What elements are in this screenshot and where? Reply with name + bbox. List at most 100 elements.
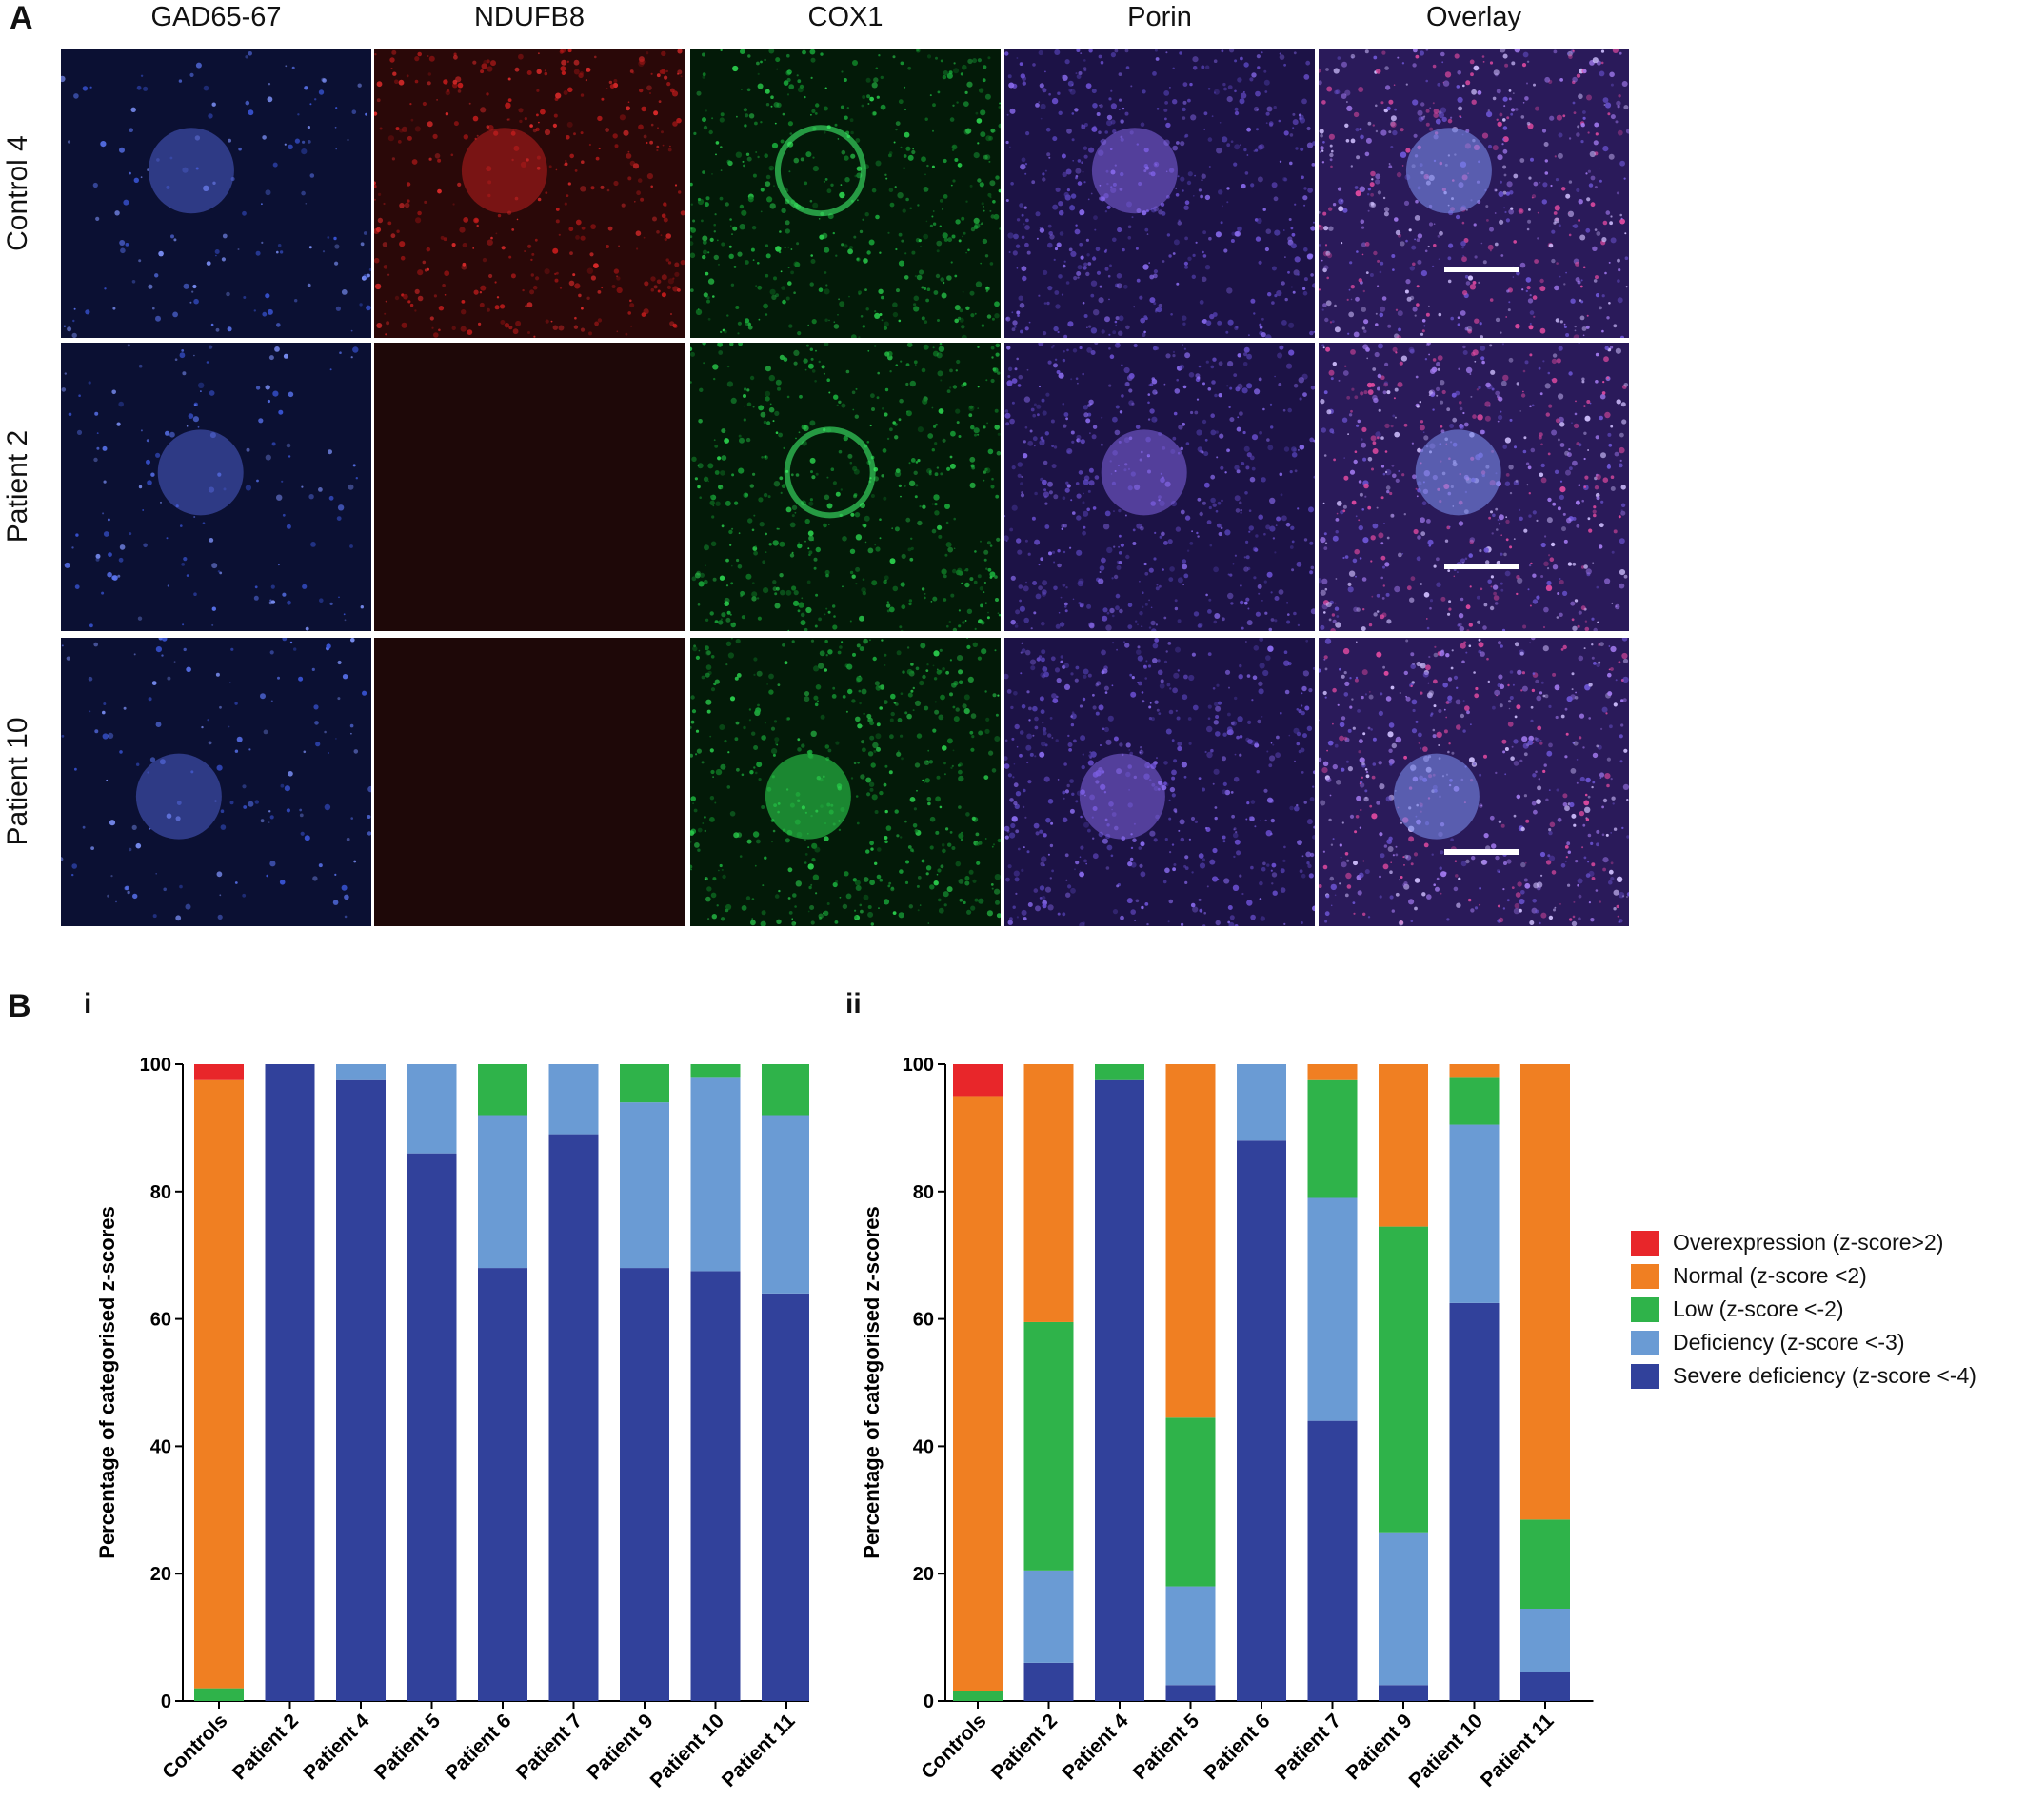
bar-segment — [620, 1064, 669, 1103]
bar-segment — [1023, 1321, 1074, 1571]
micrograph-control-4-gad65-67 — [61, 49, 371, 338]
bar-segment — [762, 1115, 809, 1294]
column-header-gad65-67: GAD65-67 — [150, 2, 282, 32]
bar-segment — [407, 1064, 457, 1154]
bar-segment — [953, 1691, 1003, 1701]
bar-segment — [953, 1064, 1003, 1097]
y-axis-label: Percentage of categorised z-scores — [95, 1206, 119, 1558]
micrograph-control-4-overlay — [1319, 49, 1629, 338]
y-tick-label: 60 — [913, 1310, 934, 1331]
bar-segment — [1237, 1064, 1286, 1141]
bar-segment — [620, 1102, 669, 1269]
bar-segment — [194, 1688, 244, 1701]
x-tick-label: Patient 2 — [228, 1710, 303, 1784]
y-tick-label: 100 — [903, 1055, 934, 1076]
chart-ii-label: ii — [845, 988, 862, 1019]
x-tick-label: Patient 5 — [370, 1710, 445, 1784]
micrograph-patient-2-cox1 — [690, 343, 1001, 631]
y-axis-label: Percentage of categorised z-scores — [860, 1206, 884, 1558]
row-label-control-4: Control 4 — [2, 135, 33, 251]
chart-i: 0 20 40 60 80 100 Percentage of categorised z-… — [95, 1055, 809, 1792]
panel-b-letter: B — [8, 988, 31, 1024]
micrograph-patient-10-gad65-67 — [61, 638, 371, 926]
bar-segment — [1165, 1685, 1216, 1701]
y-tick-label: 20 — [150, 1564, 171, 1585]
x-tick-label: Patient 11 — [1477, 1710, 1559, 1791]
bar-segment — [1023, 1064, 1074, 1322]
column-header-overlay: Overlay — [1426, 2, 1521, 32]
bar-segment — [1379, 1226, 1428, 1533]
bar-segment — [1449, 1064, 1500, 1078]
bar-segment — [548, 1134, 599, 1701]
legend-item: Normal (z-score <2) — [1631, 1259, 1976, 1293]
bar-segment — [1307, 1079, 1358, 1198]
x-tick-label: Patient 11 — [718, 1710, 800, 1791]
x-tick-label: Patient 2 — [987, 1710, 1062, 1784]
bar-segment — [953, 1096, 1003, 1691]
bar-segment — [1520, 1519, 1570, 1609]
x-tick-label: Patient 10 — [1405, 1710, 1487, 1791]
bar-segment — [1165, 1586, 1216, 1686]
micrograph-patient-2-gad65-67 — [61, 343, 371, 631]
bar-segment — [1095, 1079, 1144, 1701]
legend-swatch — [1631, 1230, 1659, 1256]
bar-segment — [690, 1271, 741, 1701]
bar-segment — [690, 1077, 741, 1272]
legend-item: Low (z-score <-2) — [1631, 1293, 1976, 1326]
y-tick-label: 100 — [140, 1055, 171, 1076]
bar-segment — [478, 1115, 527, 1269]
bar-segment — [1449, 1302, 1500, 1701]
row-label-patient-2: Patient 2 — [2, 429, 33, 544]
legend-label: Overexpression (z-score>2) — [1673, 1230, 1944, 1255]
micrograph-patient-2-overlay — [1319, 343, 1629, 631]
bar-segment — [1165, 1064, 1216, 1418]
bar-segment — [1379, 1532, 1428, 1686]
x-tick-label: Patient 4 — [299, 1710, 373, 1784]
bar-segment — [1449, 1124, 1500, 1303]
x-tick-label: Patient 10 — [646, 1710, 728, 1791]
bar-segment — [1520, 1064, 1570, 1520]
legend: Overexpression (z-score>2) Normal (z-scor… — [1631, 1226, 1976, 1393]
x-tick-label: Patient 4 — [1058, 1710, 1132, 1784]
chart-ii: 0 20 40 60 80 100 Percentage of categorised z-… — [860, 1055, 1594, 1792]
micrograph-patient-10-overlay — [1319, 638, 1629, 926]
bar-segment — [690, 1064, 741, 1078]
bar-segment — [1307, 1197, 1358, 1421]
bar-segment — [548, 1064, 599, 1135]
bar-segment — [1023, 1570, 1074, 1663]
bar-segment — [1379, 1685, 1428, 1701]
bar-segment — [1023, 1662, 1074, 1701]
bar-segment — [265, 1064, 315, 1701]
micrograph-control-4-porin — [1004, 49, 1315, 338]
bar-segment — [1237, 1140, 1286, 1701]
legend-item: Severe deficiency (z-score <-4) — [1631, 1359, 1976, 1393]
legend-item: Deficiency (z-score <-3) — [1631, 1326, 1976, 1359]
bar-segment — [1449, 1077, 1500, 1125]
y-tick-label: 40 — [913, 1436, 934, 1457]
bar-segment — [1379, 1064, 1428, 1227]
bar-segment — [762, 1064, 809, 1116]
legend-swatch — [1631, 1330, 1659, 1355]
bar-segment — [194, 1064, 244, 1080]
micrograph-patient-10-cox1 — [690, 638, 1001, 926]
bar-segment — [1095, 1064, 1144, 1080]
bar-segment — [194, 1079, 244, 1689]
legend-swatch — [1631, 1363, 1659, 1389]
y-tick-label: 80 — [913, 1182, 934, 1203]
legend-label: Normal (z-score <2) — [1673, 1263, 1867, 1288]
y-tick-label: 0 — [924, 1691, 934, 1712]
bar-segment — [1520, 1672, 1570, 1701]
bar-segment — [762, 1293, 809, 1701]
legend-swatch — [1631, 1263, 1659, 1289]
bar-segment — [1165, 1417, 1216, 1587]
bar-segment — [1307, 1420, 1358, 1701]
legend-item: Overexpression (z-score>2) — [1631, 1226, 1976, 1259]
y-tick-label: 0 — [161, 1691, 171, 1712]
column-header-ndufb8: NDUFB8 — [473, 2, 585, 32]
x-tick-label: Patient 6 — [441, 1710, 515, 1784]
panel-a-letter: A — [10, 0, 33, 36]
column-header-porin: Porin — [1127, 2, 1192, 32]
y-tick-label: 20 — [913, 1564, 934, 1585]
micrograph-patient-10-porin — [1004, 638, 1315, 926]
y-tick-label: 40 — [150, 1436, 171, 1457]
